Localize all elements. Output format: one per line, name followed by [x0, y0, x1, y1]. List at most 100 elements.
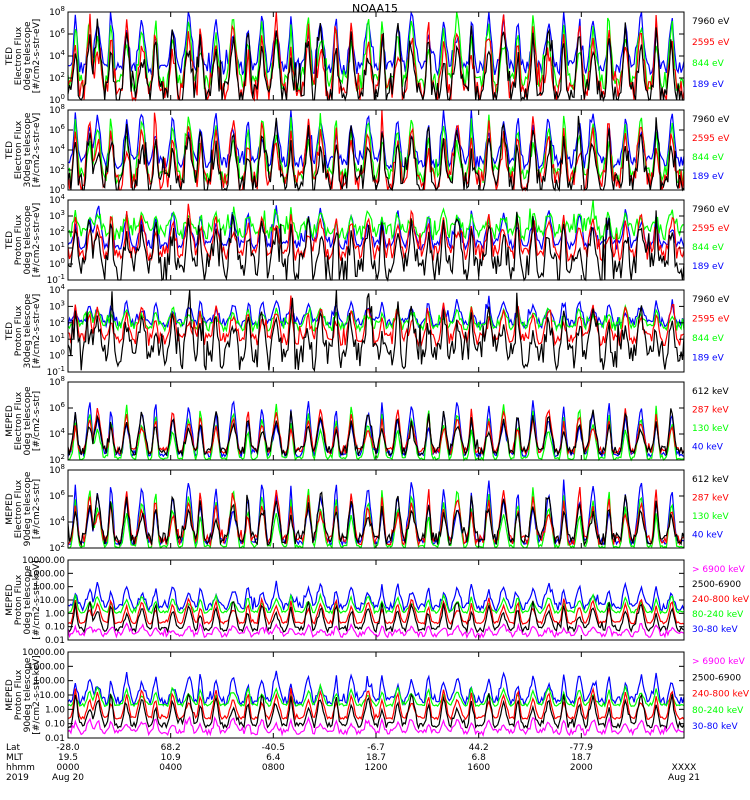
legend-entry: 189 eV [692, 353, 725, 363]
y-label-line: [#/cm2-s-str-eV] [32, 203, 42, 278]
legend-entry: 7960 eV [692, 205, 730, 215]
y-label-line: 0deg telescope [23, 205, 33, 275]
y-axis-label: TED Proton Flux 0deg telescope [#/cm2-s-str… [5, 203, 42, 278]
x-tick-label: 18.7 [366, 753, 386, 763]
x-tick-label: 19.5 [58, 753, 78, 763]
panel-1: 100 102 104 106 108 TED Electron Flux 0deg tele… [5, 5, 730, 106]
y-label-line: 90deg telescope [23, 471, 33, 546]
series-line [67, 580, 685, 613]
y-label-line: 30deg telescope [23, 293, 33, 368]
series-line [67, 491, 685, 548]
y-label-line: [#/cm2-s-str-eV] [32, 294, 42, 369]
y-label-line: Electron Flux [14, 391, 24, 450]
legend-entry: 240-800 keV [692, 595, 750, 605]
y-tick-label: 102 [49, 71, 65, 84]
y-axis-label: MEPED Electron Flux 0deg telescope [#/cm2-s… [5, 386, 42, 456]
series-line [67, 592, 685, 615]
y-tick-label: 102 [49, 453, 65, 466]
legend-entry: 2500-6900 [692, 673, 741, 683]
panel-2: 100 102 104 106 108 TED Electron Flux 30deg tel… [5, 103, 730, 196]
y-tick-label: 10000.00 [22, 556, 65, 566]
y-tick-label: 104 [49, 193, 65, 206]
x-tick-label: -6.7 [367, 743, 385, 753]
series-line [67, 210, 685, 282]
legend-entry: > 6900 keV [692, 657, 746, 667]
legend-entry: 2595 eV [692, 314, 730, 324]
series-line [67, 18, 684, 103]
series-line [67, 408, 685, 457]
panel-3: 10-1 100 101 102 103 104 TED Proton Flux 0deg te… [5, 193, 730, 286]
y-tick-label: 1000.00 [28, 662, 65, 672]
series-line [67, 600, 685, 634]
y-label-line: [#/cm2-s-str-keV] [32, 655, 42, 734]
y-axis-label: MEPED Proton Flux 0deg telescope [#/cm2-s-s… [5, 560, 42, 639]
x-tick-label: Aug 20 [52, 773, 84, 783]
y-label-line: Electron Flux [14, 120, 24, 179]
legend-entry: 130 keV [692, 424, 729, 434]
y-label-line: TED [5, 322, 15, 341]
legend-entry: 7960 eV [692, 115, 730, 125]
y-label-line: Electron Flux [14, 479, 24, 538]
y-label-line: [#/cm2-s-str] [32, 479, 42, 539]
y-tick-label: 1.00 [45, 609, 65, 619]
y-label-line: [#/cm2-s-str] [32, 391, 42, 451]
y-tick-label: 0.10 [45, 720, 65, 730]
y-label-line: MEPED [5, 679, 15, 711]
series-line [67, 692, 685, 730]
y-label-line: [#/cm2-s-str-eV] [32, 113, 42, 188]
y-axis-label: TED Electron Flux 30deg telescope [#/cm2-s-… [5, 112, 42, 187]
legend-entry: 30-80 keV [692, 625, 738, 635]
y-label-line: TED [5, 47, 15, 66]
legend-entry: 7960 eV [692, 17, 730, 27]
y-label-line: Proton Flux [14, 669, 24, 720]
legend-entry: 30-80 keV [692, 722, 738, 732]
series-line [67, 199, 684, 242]
y-tick-label: 100 [49, 349, 65, 362]
y-label-line: 0deg telescope [23, 565, 33, 635]
series-line [67, 295, 685, 348]
legend-entry: 40 keV [692, 442, 724, 452]
legend-entry: > 6900 keV [692, 565, 746, 575]
x-tick-label: 10.9 [161, 753, 181, 763]
y-tick-label: 106 [49, 123, 65, 136]
x-row-label: 2019 [6, 773, 29, 783]
legend-entry: 612 keV [692, 475, 729, 485]
x-tick-label: -40.5 [262, 743, 285, 753]
x-tick-label: 1600 [467, 763, 490, 773]
x-tick-label: 2000 [570, 763, 593, 773]
y-tick-label: 108 [49, 375, 65, 388]
panel-5: 102 104 106 108 MEPED Electron Flux 0deg teles… [5, 375, 729, 466]
legend-entry: 844 eV [692, 334, 725, 344]
legend-entry: 240-800 keV [692, 690, 750, 700]
series-line [67, 686, 685, 721]
panel-4: 10-1 100 101 102 103 104 TED Proton Flux 30deg t… [5, 283, 730, 378]
legend-entry: 2595 eV [692, 134, 730, 144]
y-label-line: 30deg telescope [23, 112, 33, 187]
y-tick-label: 10.00 [39, 691, 65, 701]
series-line [67, 109, 685, 171]
y-tick-label: 108 [49, 103, 65, 116]
x-tick-label: 44.2 [469, 743, 489, 753]
legend-entry: 844 eV [692, 153, 725, 163]
series-line [67, 682, 685, 708]
y-tick-label: 100 [49, 93, 65, 106]
y-tick-label: 10-1 [47, 365, 65, 378]
y-tick-label: 102 [49, 541, 65, 554]
y-tick-label: 103 [49, 209, 65, 222]
y-label-line: Proton Flux [14, 305, 24, 356]
x-tick-label: XXXX [672, 763, 697, 773]
legend-entry: 189 eV [692, 262, 725, 272]
y-tick-label: 100.00 [34, 583, 66, 593]
x-tick-label: 0000 [57, 763, 80, 773]
x-tick-label: Aug 21 [668, 773, 700, 783]
x-tick-label: 0800 [262, 763, 285, 773]
y-tick-label: 104 [49, 515, 65, 528]
y-tick-label: 102 [49, 225, 65, 238]
x-tick-label: 6.4 [266, 753, 281, 763]
legend-entry: 80-240 keV [692, 610, 744, 620]
y-label-line: 0deg telescope [23, 21, 33, 91]
series-line [67, 487, 685, 547]
y-tick-label: 1000.00 [28, 569, 65, 579]
